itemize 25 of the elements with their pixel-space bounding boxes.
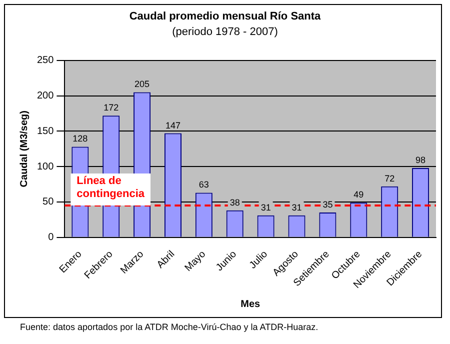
x-tick-label: Julio xyxy=(248,248,270,272)
data-label: 63 xyxy=(198,180,209,190)
data-label: 147 xyxy=(165,120,180,130)
y-tick-label: 250 xyxy=(36,55,54,66)
y-tick-label: 200 xyxy=(36,90,54,102)
y-tick-label: 0 xyxy=(48,232,54,244)
y-tick-label: 150 xyxy=(36,126,54,137)
data-label: 31 xyxy=(292,202,302,212)
chart-subtitle: (periodo 1978 - 2007) xyxy=(172,26,278,38)
y-tick-label: 50 xyxy=(42,196,54,208)
x-axis-title: Mes xyxy=(240,298,261,310)
ref-line-label: Línea de contingencia xyxy=(76,175,146,200)
data-label: 31 xyxy=(260,202,271,212)
data-label: 128 xyxy=(72,134,88,144)
data-label: 38 xyxy=(230,197,240,208)
chart-title: Caudal promedio mensual Río Santa xyxy=(129,10,322,23)
data-label: 49 xyxy=(354,190,364,200)
y-tick-label: 100 xyxy=(36,161,54,172)
data-label: 72 xyxy=(384,173,395,184)
source-note: Fuente: datos aportados por la ATDR Moche-Virú-Chao y la ATDR-Huaraz. xyxy=(20,322,318,332)
data-label: 172 xyxy=(104,102,119,113)
data-label: 205 xyxy=(134,79,150,90)
data-label: 98 xyxy=(416,154,426,165)
y-axis-title: Caudal (M3/seg) xyxy=(18,110,30,188)
data-label: 35 xyxy=(322,200,333,210)
